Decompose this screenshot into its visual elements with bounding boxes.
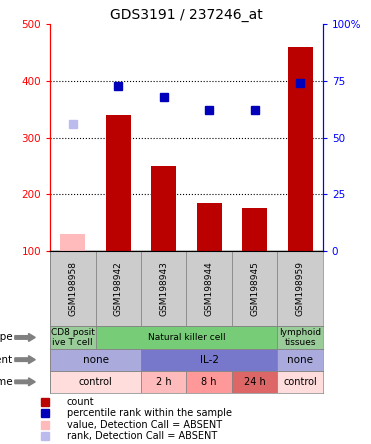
FancyBboxPatch shape <box>141 349 278 371</box>
FancyBboxPatch shape <box>50 251 96 326</box>
Text: cell type: cell type <box>0 333 13 342</box>
Bar <box>288 47 312 251</box>
FancyBboxPatch shape <box>50 371 141 393</box>
Text: lymphoid
tissues: lymphoid tissues <box>279 328 321 347</box>
FancyBboxPatch shape <box>50 326 96 349</box>
Text: control: control <box>283 377 317 387</box>
Bar <box>197 203 221 251</box>
Text: GSM198943: GSM198943 <box>159 261 168 316</box>
FancyBboxPatch shape <box>50 349 141 371</box>
FancyBboxPatch shape <box>141 251 187 326</box>
Bar <box>242 208 267 251</box>
Text: IL-2: IL-2 <box>200 355 219 365</box>
FancyBboxPatch shape <box>232 371 278 393</box>
Text: GSM198942: GSM198942 <box>114 261 123 316</box>
Text: GSM198944: GSM198944 <box>205 261 214 316</box>
Text: 2 h: 2 h <box>156 377 171 387</box>
Text: time: time <box>0 377 13 387</box>
FancyBboxPatch shape <box>96 251 141 326</box>
Bar <box>151 166 176 251</box>
Text: none: none <box>82 355 109 365</box>
Text: count: count <box>67 397 94 407</box>
Text: GSM198958: GSM198958 <box>68 261 77 316</box>
FancyBboxPatch shape <box>278 251 323 326</box>
Text: 8 h: 8 h <box>201 377 217 387</box>
Text: none: none <box>287 355 313 365</box>
Text: 24 h: 24 h <box>244 377 266 387</box>
Bar <box>60 234 85 251</box>
FancyBboxPatch shape <box>278 326 323 349</box>
Text: CD8 posit
ive T cell: CD8 posit ive T cell <box>51 328 95 347</box>
Title: GDS3191 / 237246_at: GDS3191 / 237246_at <box>110 8 263 22</box>
FancyBboxPatch shape <box>187 251 232 326</box>
Text: value, Detection Call = ABSENT: value, Detection Call = ABSENT <box>67 420 222 430</box>
Text: control: control <box>79 377 112 387</box>
Text: GSM198945: GSM198945 <box>250 261 259 316</box>
Text: Natural killer cell: Natural killer cell <box>148 333 225 342</box>
FancyBboxPatch shape <box>96 326 278 349</box>
FancyBboxPatch shape <box>187 371 232 393</box>
Text: rank, Detection Call = ABSENT: rank, Detection Call = ABSENT <box>67 431 217 441</box>
Text: percentile rank within the sample: percentile rank within the sample <box>67 408 232 418</box>
Text: agent: agent <box>0 355 13 365</box>
FancyBboxPatch shape <box>141 371 187 393</box>
Text: GSM198959: GSM198959 <box>296 261 305 316</box>
Bar <box>106 115 131 251</box>
FancyBboxPatch shape <box>232 251 278 326</box>
FancyBboxPatch shape <box>278 349 323 371</box>
FancyBboxPatch shape <box>278 371 323 393</box>
